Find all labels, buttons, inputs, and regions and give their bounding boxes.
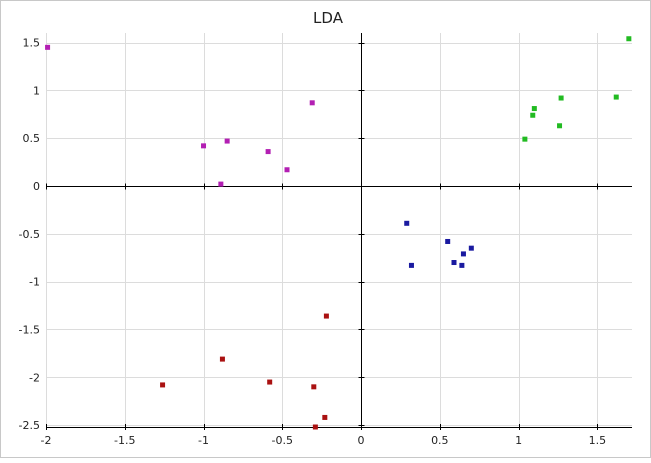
data-point (323, 313, 329, 319)
y-tick-label: -1 (29, 276, 40, 289)
data-point (267, 379, 273, 385)
data-point (284, 167, 290, 173)
data-point (558, 95, 564, 101)
data-point (460, 251, 466, 257)
chart-title: LDA (313, 9, 344, 27)
data-point (408, 262, 414, 268)
data-point (160, 382, 166, 388)
data-point (309, 100, 315, 106)
x-tick-label: 1 (515, 434, 522, 447)
y-tick-label: 1 (33, 84, 40, 97)
data-point (45, 44, 51, 50)
data-point (445, 238, 451, 244)
axes (46, 33, 632, 430)
data-points (45, 36, 632, 430)
x-tick-label: 0 (358, 434, 365, 447)
tick-labels: -2 -1.5 -1 -0.5 0 0.5 1 1.5 1.5 1 0.5 0 -0.5 -1 -1.5 -2… (19, 37, 607, 447)
data-point (312, 424, 318, 430)
data-point (557, 123, 563, 129)
y-tick-label: -0.5 (19, 228, 40, 241)
x-tick-label: -0.5 (272, 434, 293, 447)
y-tick-label: 1.5 (23, 37, 41, 50)
x-tick-label: -2 (41, 434, 52, 447)
y-tick-label: 0.5 (23, 132, 41, 145)
data-point (459, 262, 465, 268)
data-point (451, 260, 457, 266)
data-point (531, 106, 537, 112)
data-point (311, 384, 317, 390)
data-point (468, 245, 474, 251)
data-point (522, 136, 528, 142)
data-point (322, 414, 328, 420)
data-point (224, 138, 230, 144)
series-1 (45, 44, 315, 187)
x-tick-label: -1.5 (114, 434, 135, 447)
data-point (219, 356, 225, 362)
data-point (201, 143, 207, 149)
x-tick-label: 0.5 (431, 434, 449, 447)
data-point (218, 181, 224, 187)
y-tick-label: -2 (29, 371, 40, 384)
x-tick-label: -1 (198, 434, 209, 447)
series-4 (160, 313, 329, 430)
grid (46, 33, 632, 427)
y-tick-label: 0 (33, 180, 40, 193)
data-point (265, 149, 271, 155)
data-point (404, 220, 410, 226)
y-tick-label: -2.5 (19, 419, 40, 432)
y-tick-label: -1.5 (19, 323, 40, 336)
data-point (530, 112, 536, 118)
data-point (626, 36, 632, 42)
series-3 (404, 220, 474, 268)
series-2 (522, 36, 632, 142)
data-point (613, 94, 619, 100)
x-tick-label: 1.5 (589, 434, 607, 447)
